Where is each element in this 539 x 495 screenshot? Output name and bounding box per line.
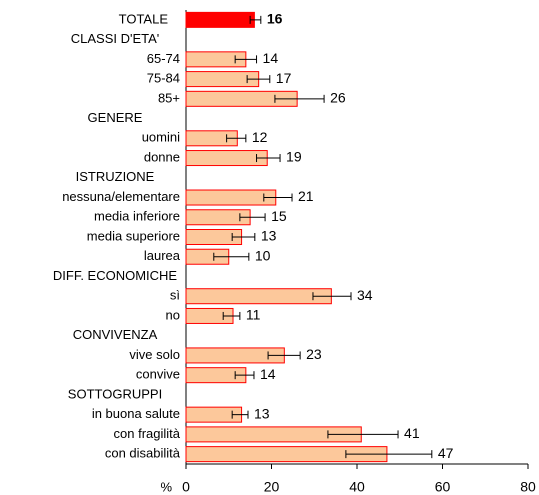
group-label: CONVIVENZA <box>73 327 158 342</box>
category-label: media inferiore <box>94 209 180 224</box>
data-label: 34 <box>357 287 373 303</box>
data-label: 26 <box>330 90 346 106</box>
bar <box>185 11 255 28</box>
category-label: donne <box>144 149 180 164</box>
group-label: DIFF. ECONOMICHE <box>53 268 178 283</box>
x-tick-label: 60 <box>435 479 451 495</box>
x-tick-label: 40 <box>349 479 365 495</box>
data-label: 10 <box>255 247 271 263</box>
category-label: in buona salute <box>92 406 180 421</box>
category-label: sì <box>170 288 180 303</box>
x-tick-label: 20 <box>264 479 280 495</box>
data-label: 12 <box>252 129 268 145</box>
data-label: 11 <box>246 307 261 323</box>
bar <box>185 288 332 305</box>
data-label: 23 <box>306 346 322 362</box>
data-label: 47 <box>438 445 454 461</box>
category-label: 65-74 <box>147 51 180 66</box>
data-label: 17 <box>276 70 292 86</box>
data-label: 14 <box>260 366 276 382</box>
x-axis-label: % <box>160 479 172 494</box>
category-label: no <box>166 307 180 322</box>
group-label: ISTRUZIONE <box>76 169 155 184</box>
data-label: 15 <box>271 208 287 224</box>
category-label: convive <box>136 367 180 382</box>
category-label: 75-84 <box>147 71 180 86</box>
data-label: 14 <box>263 50 279 66</box>
x-tick-label: 80 <box>520 479 536 495</box>
group-label: GENERE <box>88 110 143 125</box>
category-label: uomini <box>142 130 180 145</box>
category-label: TOTALE <box>119 11 169 26</box>
data-label: 16 <box>267 11 283 27</box>
category-label: 85+ <box>158 90 180 105</box>
bar <box>185 150 268 167</box>
bar <box>185 189 277 206</box>
data-label: 21 <box>298 188 314 204</box>
category-label: con disabilità <box>105 446 181 461</box>
data-label: 41 <box>404 425 420 441</box>
x-tick-label: 0 <box>182 479 190 495</box>
category-label: nessuna/elementare <box>62 189 180 204</box>
category-label: con fragilità <box>114 426 181 441</box>
data-label: 13 <box>254 405 270 421</box>
group-label: CLASSI D'ETA' <box>71 31 160 46</box>
category-label: vive solo <box>129 347 180 362</box>
category-label: media superiore <box>87 228 180 243</box>
group-label: SOTTOGRUPPI <box>68 386 162 401</box>
data-label: 19 <box>286 149 302 165</box>
category-label: laurea <box>144 248 181 263</box>
data-label: 13 <box>261 228 277 244</box>
